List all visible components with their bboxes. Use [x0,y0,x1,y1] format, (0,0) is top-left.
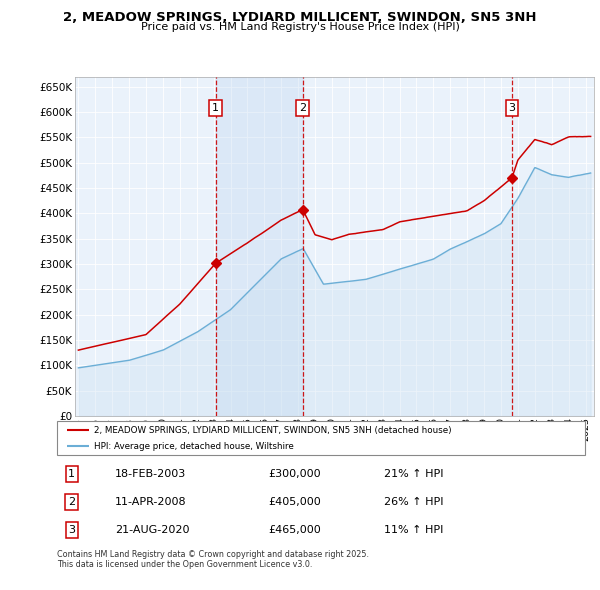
Text: 21-AUG-2020: 21-AUG-2020 [115,525,190,535]
Text: 1: 1 [68,469,75,479]
Text: 3: 3 [508,103,515,113]
Text: Price paid vs. HM Land Registry's House Price Index (HPI): Price paid vs. HM Land Registry's House … [140,22,460,32]
Text: £465,000: £465,000 [268,525,321,535]
Text: 26% ↑ HPI: 26% ↑ HPI [385,497,444,507]
Text: £300,000: £300,000 [268,469,321,479]
Text: 2, MEADOW SPRINGS, LYDIARD MILLICENT, SWINDON, SN5 3NH: 2, MEADOW SPRINGS, LYDIARD MILLICENT, SW… [63,11,537,24]
Text: HPI: Average price, detached house, Wiltshire: HPI: Average price, detached house, Wilt… [94,442,294,451]
Text: 1: 1 [212,103,219,113]
Text: 3: 3 [68,525,75,535]
Text: 2, MEADOW SPRINGS, LYDIARD MILLICENT, SWINDON, SN5 3NH (detached house): 2, MEADOW SPRINGS, LYDIARD MILLICENT, SW… [94,426,452,435]
Text: £405,000: £405,000 [268,497,321,507]
Text: 11-APR-2008: 11-APR-2008 [115,497,187,507]
Text: 18-FEB-2003: 18-FEB-2003 [115,469,187,479]
Text: Contains HM Land Registry data © Crown copyright and database right 2025.
This d: Contains HM Land Registry data © Crown c… [57,550,369,569]
Text: 2: 2 [68,497,76,507]
Text: 2: 2 [299,103,306,113]
Bar [215,77,303,416]
Text: 21% ↑ HPI: 21% ↑ HPI [385,469,444,479]
Text: 11% ↑ HPI: 11% ↑ HPI [385,525,444,535]
